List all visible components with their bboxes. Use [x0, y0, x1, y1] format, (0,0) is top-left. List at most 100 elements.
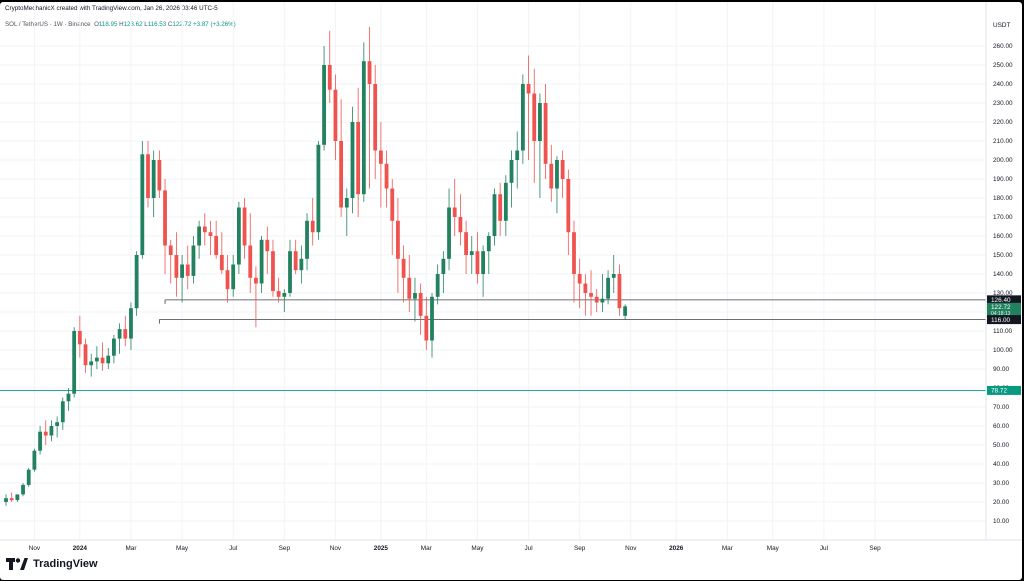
open-key: O: [94, 21, 99, 28]
candle-down: [367, 61, 372, 84]
price-tick-label: 220.00: [993, 119, 1013, 126]
candle-down: [146, 154, 150, 198]
candle-down: [572, 232, 576, 274]
tradingview-logo-icon: [6, 558, 28, 570]
candle-up: [600, 298, 605, 303]
candle-up: [117, 329, 122, 339]
candle-down: [356, 122, 361, 195]
close-key: C: [167, 21, 173, 28]
candle-down: [254, 277, 258, 284]
time-tick-label: Jul: [820, 545, 828, 552]
price-tick-label: 20.00: [993, 499, 1009, 506]
candle-down: [458, 217, 463, 233]
change-value: +3.87 (+3.26%): [193, 21, 236, 28]
candle-down: [532, 93, 537, 141]
time-tick-label: May: [471, 545, 484, 552]
candle-down: [123, 329, 128, 339]
price-tick-label: 40.00: [993, 461, 1009, 468]
price-tick-label: 250.00: [993, 62, 1013, 69]
price-label-box: [987, 302, 1021, 311]
candle-down: [566, 179, 571, 233]
candle-up: [140, 154, 145, 255]
candle-up: [430, 296, 434, 341]
candle-down: [225, 270, 230, 290]
candle-up: [435, 274, 440, 297]
time-tick-label: May: [767, 545, 780, 552]
price-tick-label: 50.00: [993, 442, 1009, 449]
candle-up: [180, 264, 184, 278]
candle-up: [361, 61, 366, 195]
candle-down: [424, 315, 429, 341]
candle-up: [151, 160, 156, 198]
candle-up: [288, 251, 292, 293]
price-label-box: [987, 385, 1021, 395]
candle-down: [583, 283, 588, 293]
candle-up: [191, 245, 196, 276]
candle-up: [447, 207, 451, 259]
candle-down: [83, 344, 88, 366]
time-tick-label: Nov: [330, 545, 342, 552]
price-tick-label: 30.00: [993, 480, 1009, 487]
time-axis[interactable]: Nov 2024 Mar May Jul Sep Nov 2025 Mar May Jul Sep No…: [29, 545, 881, 552]
candle-down: [271, 251, 275, 292]
low-key: L: [144, 21, 148, 28]
candle-down: [163, 190, 167, 246]
candle-down: [384, 163, 389, 189]
candle-up: [520, 84, 525, 151]
price-tick-label: 190.00: [993, 176, 1013, 183]
time-tick-label: Sep: [869, 545, 881, 552]
candle-up: [197, 226, 202, 246]
chart-grid: [0, 2, 986, 540]
candle-down: [464, 232, 468, 255]
candle-down: [100, 357, 105, 364]
candle-up: [481, 251, 486, 274]
candle-down: [498, 194, 503, 221]
price-label-box: [987, 315, 1021, 325]
candle-up: [350, 122, 355, 198]
horizontal-lines: [0, 299, 986, 391]
price-tick-label: 200.00: [993, 157, 1013, 164]
candle-up: [38, 431, 42, 451]
candle-down: [214, 236, 219, 255]
candle-down: [43, 431, 48, 436]
candle-down: [594, 296, 599, 303]
candle-up: [106, 355, 111, 364]
candle-down: [589, 293, 593, 297]
candle-down: [396, 220, 400, 259]
candle-up: [441, 258, 446, 274]
symbol-label: SOL / TetherUS · 1W · Binance: [5, 21, 91, 28]
candle-down: [9, 498, 14, 501]
candle-down: [242, 207, 247, 246]
creator-line: CryptoMechanicX created with TradingView…: [5, 5, 218, 12]
price-tick-label: 170.00: [993, 214, 1013, 221]
time-tick-label: Mar: [125, 545, 137, 552]
price-axis[interactable]: 10.0020.0030.0040.0050.0060.0070.0080.00…: [993, 43, 1013, 525]
candle-up: [26, 469, 31, 485]
time-tick-label: Nov: [29, 545, 41, 552]
high-key: H: [119, 21, 124, 28]
candle-up: [611, 274, 616, 278]
candle-up: [469, 251, 474, 255]
candle-up: [623, 306, 628, 316]
price-tick-label: 130.00: [993, 290, 1013, 297]
candle-up: [509, 160, 514, 183]
candle-down: [157, 160, 162, 191]
candle-down: [401, 258, 406, 278]
candle-down: [543, 103, 548, 164]
candle-up: [89, 361, 94, 366]
time-tick-label: Sep: [279, 545, 291, 552]
price-tick-label: 10.00: [993, 518, 1009, 525]
price-tick-label: 60.00: [993, 423, 1009, 430]
candle-up: [32, 450, 37, 470]
candle-up: [492, 194, 497, 236]
price-tick-label: 230.00: [993, 100, 1013, 107]
candle-down: [310, 220, 315, 233]
time-tick-label: Jul: [229, 545, 237, 552]
candle-down: [378, 150, 383, 164]
candle-up: [282, 293, 287, 297]
price-tick-label: 110.00: [993, 328, 1013, 335]
price-tick-label: 150.00: [993, 252, 1013, 259]
tradingview-logo[interactable]: TradingView: [6, 558, 98, 570]
